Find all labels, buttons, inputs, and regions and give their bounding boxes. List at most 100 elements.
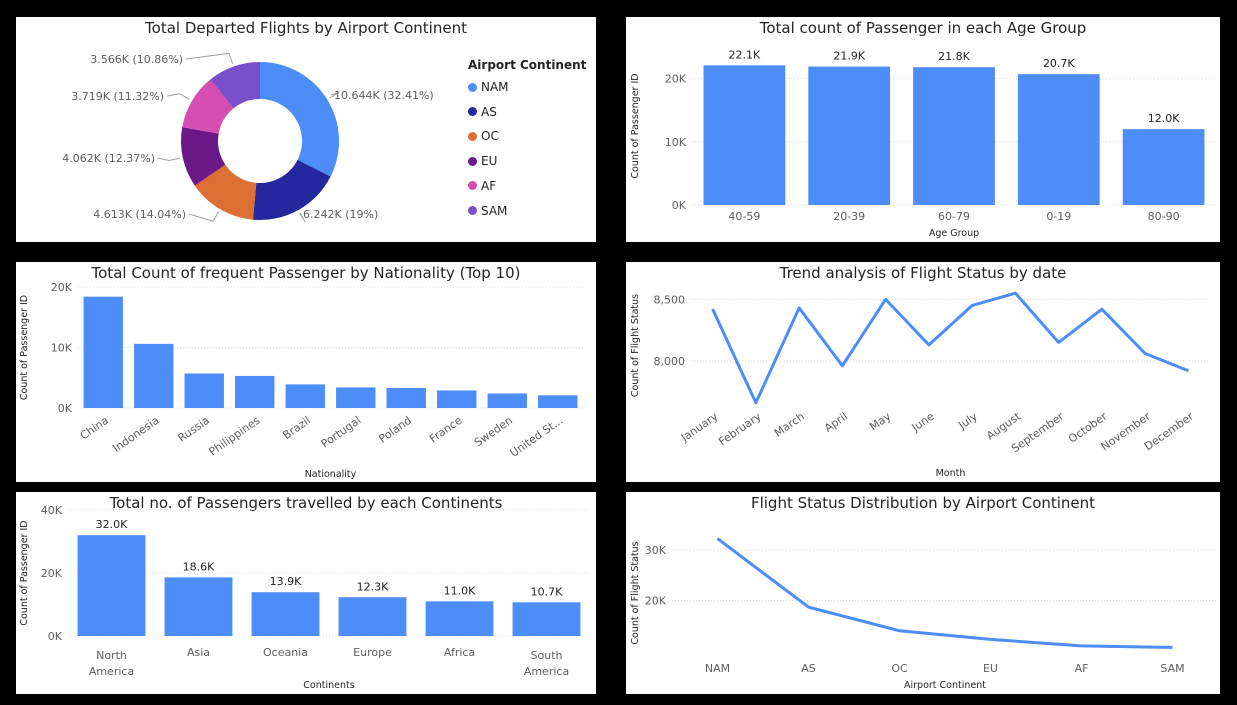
bar[interactable] [913,67,995,205]
x-tick-label: Europe [353,646,392,659]
bar[interactable] [386,388,426,408]
y-axis-title: Count of Passenger ID [19,520,30,625]
data-point[interactable] [716,537,720,541]
y-tick-label: 10K [51,342,73,355]
series-line[interactable] [711,291,1189,405]
data-point[interactable] [884,297,888,301]
x-tick-label: Africa [444,646,475,659]
data-point[interactable] [754,401,758,405]
y-tick-label: 20K [645,595,667,608]
x-tick-label: Poland [376,414,414,446]
bar[interactable] [538,395,578,408]
data-point[interactable] [898,629,902,633]
data-point[interactable] [1057,340,1061,344]
leader-line [299,212,306,223]
continents-bar-chart[interactable]: 0K 20K 40K 32.0K North America 18.6K Asia 13.9K O… [16,492,596,694]
legend-dot [468,156,477,166]
panel-nationality: Total Count of frequent Passenger by Nat… [16,262,596,482]
x-tick-label: North America [89,649,134,678]
distribution-line-chart[interactable]: 20K 30K NAM AS OC EU AF SAM Airport Continent Cou… [626,492,1220,694]
legend-item-sam[interactable]: SAM [468,204,507,218]
bar[interactable] [285,384,325,408]
y-tick-label: 0K [48,630,63,643]
donut-slice-eu[interactable] [181,127,226,186]
legend-dot [468,131,477,141]
y-tick-label: 0K [58,402,73,415]
x-tick-label: SAM [1160,662,1184,675]
donut-slice-af[interactable] [182,79,234,134]
data-point[interactable] [970,303,974,307]
x-tick-label: 40-59 [728,210,760,223]
data-point[interactable] [807,605,811,609]
series-line[interactable] [716,537,1173,649]
bar[interactable] [703,65,786,205]
leader-line [166,93,190,100]
bar[interactable] [338,597,407,636]
slice-label: 3.566K (10.86%) [90,53,183,66]
panel-trend: Trend analysis of Flight Status by date … [626,262,1220,482]
x-tick-label: EU [983,662,998,675]
legend-item-as[interactable]: AS [468,105,497,119]
bar[interactable] [512,602,581,636]
legend-dot [468,181,477,191]
donut-slice-nam[interactable] [260,62,339,177]
legend-item-af[interactable]: AF [468,179,496,193]
donut-slice-oc[interactable] [194,164,257,220]
x-tick-label: South America [524,649,569,678]
bar[interactable] [184,373,224,408]
x-axis-title: Age Group [929,228,979,239]
data-label: 21.9K [833,50,865,63]
bar[interactable] [425,601,494,636]
legend-dot [468,206,477,215]
x-tick-label-part: America [89,665,134,678]
data-label: 32.0K [96,518,128,531]
data-label: 12.0K [1148,112,1180,125]
x-tick-label: NAM [705,662,730,675]
donut-slice-sam[interactable] [210,62,260,109]
data-point[interactable] [1186,369,1190,373]
chart-title: Total Departed Flights by Airport Contin… [145,19,467,37]
bar[interactable] [83,296,123,408]
data-label: 22.1K [729,48,761,61]
data-point[interactable] [927,343,931,347]
bar[interactable] [1017,74,1100,205]
bar[interactable] [77,535,146,636]
leader-line [185,52,234,64]
legend-item-nam[interactable]: NAM [468,80,509,94]
x-tick-label: February [716,410,764,449]
bar[interactable] [235,375,275,408]
data-point[interactable] [989,637,993,641]
legend-label: OC [481,129,499,144]
data-point[interactable] [1080,644,1084,648]
data-point[interactable] [1143,352,1147,356]
legend-item-eu[interactable]: EU [468,154,497,168]
chart-title: Trend analysis of Flight Status by date [779,264,1067,282]
legend-title: Airport Continent [468,58,587,72]
x-tick-label: AS [801,662,816,675]
data-point[interactable] [1100,307,1104,311]
donut-slice-as[interactable] [253,159,331,220]
bar[interactable] [1122,129,1205,205]
bar[interactable] [808,66,891,205]
bar[interactable] [251,592,320,636]
bar[interactable] [487,393,527,408]
bar[interactable] [336,387,376,408]
bar[interactable] [437,390,477,408]
data-point[interactable] [797,306,801,310]
age-group-bar-chart[interactable]: 0K 10K 20K 22.1K 40-59 21.9K 20-39 21.8K 60-79 20… [626,17,1220,242]
data-point[interactable] [711,307,715,311]
data-point[interactable] [840,364,844,368]
x-tick-label: June [909,410,937,435]
bar[interactable] [134,343,174,408]
bar[interactable] [164,577,233,636]
donut-chart[interactable]: 10.644K (32.41%) 6.242K (19%) 4.613K (14.0… [16,17,596,242]
x-tick-label: 20-39 [833,210,865,223]
x-tick-label: Brazil [280,414,313,442]
x-axis-title: Continents [303,680,354,691]
chart-title: Total count of Passenger in each Age Gro… [759,19,1087,37]
data-point[interactable] [1171,645,1175,649]
data-point[interactable] [1013,291,1017,295]
legend-item-oc[interactable]: OC [468,129,499,143]
